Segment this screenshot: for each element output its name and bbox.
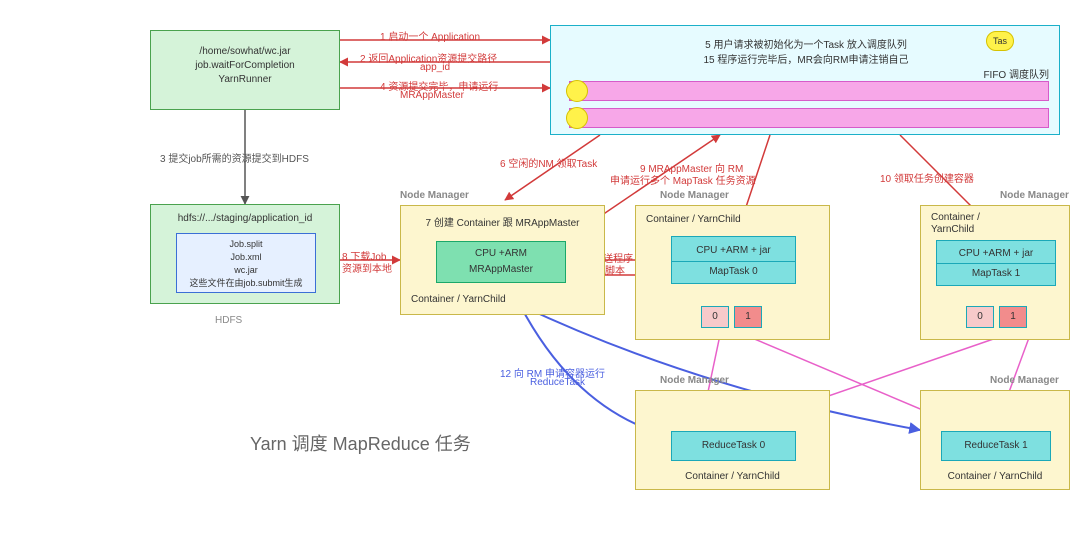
nm2-inner: CPU +ARM + jar MapTask 0 <box>671 236 796 284</box>
nm5-inner: ReduceTask 1 <box>941 431 1051 461</box>
edge-6b: 资源到本地 <box>342 260 392 275</box>
nm3-p0: 0 <box>966 306 994 328</box>
nm4-footer: Container / YarnChild <box>636 471 829 482</box>
queue-label: FIFO 调度队列 <box>983 66 1049 81</box>
rm-box: 5 用户请求被初始化为一个Task 放入调度队列 15 程序运行完毕后，MR会向… <box>550 25 1060 135</box>
nm1-footer: Container / YarnChild <box>411 294 506 305</box>
nm5-box: ReduceTask 1 Container / YarnChild <box>920 390 1070 490</box>
hdfs-files: Job.split Job.xml wc.jar 这些文件在由job.submi… <box>176 233 316 293</box>
edge-2b: app_id <box>420 62 450 73</box>
nm4-inner: ReduceTask 0 <box>671 431 796 461</box>
nm1-box: 7 创建 Container 跟 MRAppMaster CPU +ARM MR… <box>400 205 605 315</box>
nm2-p1: 1 <box>734 306 762 328</box>
queue-circle-1 <box>566 80 588 102</box>
nm1-inner: CPU +ARM MRAppMaster <box>436 241 566 283</box>
nm2-title: Node Manager <box>660 190 729 201</box>
task-badge: Tas <box>986 31 1014 51</box>
edge-5: 6 空闲的NM 领取Task <box>500 155 597 170</box>
nm1-sub: 7 创建 Container 跟 MRAppMaster <box>401 214 604 229</box>
nm4-title: Node Manager <box>660 375 729 386</box>
nm4-box: ReduceTask 0 Container / YarnChild <box>635 390 830 490</box>
nm3-il1: CPU +ARM + jar <box>937 246 1055 261</box>
queue-bar-2 <box>569 108 1049 128</box>
nm5-footer: Container / YarnChild <box>921 471 1069 482</box>
nm5-title: Node Manager <box>990 375 1059 386</box>
nm2-il1: CPU +ARM + jar <box>672 243 795 259</box>
edge-4: 3 提交job所需的资源提交到HDFS <box>160 150 309 165</box>
hdfs-box: hdfs://.../staging/application_id Job.sp… <box>150 204 340 304</box>
nm3-il2: MapTask 1 <box>937 266 1055 281</box>
nm3-box: Container / YarnChild CPU +ARM + jar Map… <box>920 205 1070 340</box>
queue-circle-2 <box>566 107 588 129</box>
rm-l2: 15 程序运行完毕后，MR会向RM申请注销自己 <box>591 51 1021 66</box>
nm1-il1: CPU +ARM <box>437 246 565 262</box>
hf1: Job.xml <box>177 251 315 264</box>
edge-3b: MRAppMaster <box>400 90 464 101</box>
client-l3: YarnRunner <box>151 73 339 87</box>
nm1-il2: MRAppMaster <box>437 262 565 278</box>
client-l1: /home/sowhat/wc.jar <box>151 45 339 59</box>
queue-bar-1 <box>569 81 1049 101</box>
rm-l1: 5 用户请求被初始化为一个Task 放入调度队列 <box>591 36 1021 51</box>
nm2-il2: MapTask 0 <box>672 264 795 280</box>
nm2-box: Container / YarnChild CPU +ARM + jar Map… <box>635 205 830 340</box>
nm3-p1: 1 <box>999 306 1027 328</box>
nm2-p0: 0 <box>701 306 729 328</box>
nm2-sub: Container / YarnChild <box>646 214 741 225</box>
hdfs-path: hdfs://.../staging/application_id <box>151 213 339 224</box>
nm3-sub2: YarnChild <box>931 224 974 235</box>
edge-8: 10 领取任务创建容器 <box>880 170 974 185</box>
edge-10b: ReduceTask <box>530 377 585 388</box>
client-box: /home/sowhat/wc.jar job.waitForCompletio… <box>150 30 340 110</box>
nm3-inner: CPU +ARM + jar MapTask 1 <box>936 240 1056 286</box>
hf3: 这些文件在由job.submit生成 <box>177 277 315 290</box>
hf2: wc.jar <box>177 264 315 277</box>
diagram-title: Yarn 调度 MapReduce 任务 <box>250 430 471 456</box>
nm3-title: Node Manager <box>1000 190 1069 201</box>
nm3-sub: Container / <box>931 212 980 223</box>
edge-7b: 申请运行多个 MapTask 任务资源 <box>610 172 756 187</box>
edge-1: 1 启动一个 Application <box>380 28 480 43</box>
hdfs-caption: HDFS <box>215 315 242 326</box>
hf0: Job.split <box>177 238 315 251</box>
client-l2: job.waitForCompletion <box>151 59 339 73</box>
nm1-title: Node Manager <box>400 190 469 201</box>
